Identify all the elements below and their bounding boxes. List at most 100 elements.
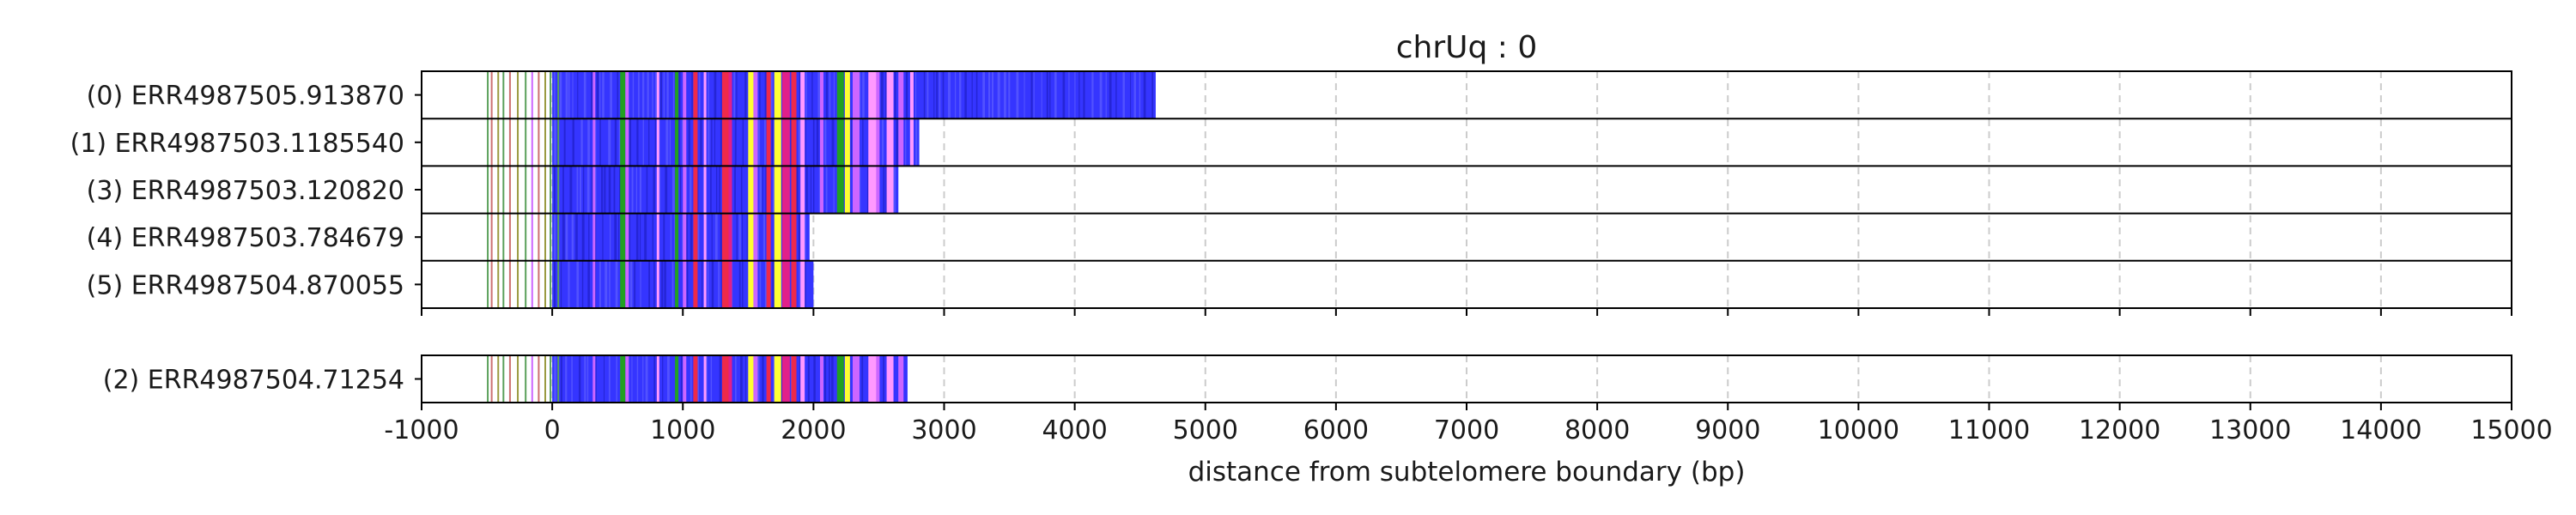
motif-variant bbox=[592, 260, 596, 308]
repeat-stripe bbox=[883, 166, 885, 214]
feature-line bbox=[490, 213, 493, 261]
repeat-stripe bbox=[811, 71, 813, 119]
motif-variant bbox=[844, 118, 850, 167]
repeat-stripe bbox=[691, 71, 693, 119]
x-tick-label: 1000 bbox=[650, 415, 715, 445]
motif-variant bbox=[853, 355, 860, 403]
repeat-stripe bbox=[580, 166, 581, 214]
motif-variant bbox=[728, 166, 732, 214]
repeat-stripe bbox=[772, 260, 775, 308]
repeat-stripe bbox=[816, 118, 819, 167]
repeat-stripe bbox=[714, 213, 718, 261]
feature-line bbox=[550, 260, 552, 308]
repeat-stripe bbox=[831, 118, 835, 167]
motif-variant bbox=[844, 166, 850, 214]
feature-line bbox=[502, 355, 505, 403]
feature-line bbox=[490, 71, 493, 119]
motif-variant bbox=[774, 71, 781, 119]
repeat-stripe bbox=[686, 260, 689, 308]
repeat-stripe bbox=[586, 355, 589, 403]
repeat-block bbox=[552, 213, 810, 261]
repeat-stripe bbox=[669, 118, 671, 167]
repeat-stripe bbox=[631, 166, 634, 214]
repeat-stripe bbox=[1030, 71, 1033, 119]
motif-variant bbox=[683, 355, 687, 403]
motif-variant bbox=[766, 166, 771, 214]
repeat-stripe bbox=[799, 260, 800, 308]
repeat-stripe bbox=[1083, 71, 1085, 119]
repeat-stripe bbox=[738, 213, 741, 261]
motif-variant bbox=[781, 260, 790, 308]
repeat-stripe bbox=[1033, 71, 1035, 119]
repeat-stripe bbox=[825, 71, 829, 119]
repeat-stripe bbox=[610, 213, 611, 261]
motif-variant bbox=[693, 260, 698, 308]
repeat-stripe bbox=[904, 118, 907, 167]
repeat-stripe bbox=[635, 166, 638, 214]
repeat-stripe bbox=[598, 260, 601, 308]
repeat-stripe bbox=[654, 118, 656, 167]
repeat-stripe bbox=[1105, 71, 1107, 119]
motif-variant bbox=[675, 166, 679, 214]
motif-variant bbox=[592, 213, 596, 261]
repeat-stripe bbox=[639, 166, 642, 214]
repeat-stripe bbox=[637, 71, 640, 119]
repeat-stripe bbox=[663, 213, 665, 261]
repeat-stripe bbox=[568, 260, 570, 308]
repeat-stripe bbox=[554, 71, 556, 119]
repeat-stripe bbox=[711, 118, 713, 167]
repeat-stripe bbox=[587, 260, 590, 308]
motif-variant bbox=[625, 260, 629, 308]
motif-variant bbox=[625, 118, 629, 167]
motif-variant bbox=[748, 213, 757, 261]
repeat-stripe bbox=[833, 166, 835, 214]
motif-variant bbox=[675, 355, 679, 403]
repeat-stripe bbox=[660, 71, 663, 119]
motif-variant bbox=[557, 118, 560, 167]
motif-variant bbox=[868, 71, 878, 119]
feature-line bbox=[525, 71, 527, 119]
motif-variant bbox=[800, 213, 805, 261]
repeat-stripe bbox=[667, 355, 670, 403]
motif-variant bbox=[876, 118, 880, 167]
repeat-stripe bbox=[764, 260, 768, 308]
repeat-stripe bbox=[829, 355, 830, 403]
repeat-stripe bbox=[652, 71, 653, 119]
feature-line bbox=[525, 260, 527, 308]
motif-variant bbox=[748, 118, 757, 167]
repeat-stripe bbox=[914, 71, 917, 119]
x-tick-label: 8000 bbox=[1564, 415, 1630, 445]
feature-line bbox=[490, 166, 493, 214]
feature-line bbox=[502, 118, 505, 167]
repeat-stripe bbox=[671, 260, 674, 308]
motif-variant bbox=[753, 355, 758, 403]
repeat-stripe bbox=[885, 166, 888, 214]
motif-variant bbox=[656, 355, 659, 403]
repeat-stripe bbox=[1068, 71, 1070, 119]
repeat-stripe bbox=[677, 118, 680, 167]
repeat-stripe bbox=[644, 213, 647, 261]
repeat-stripe bbox=[759, 71, 761, 119]
repeat-stripe bbox=[765, 166, 768, 214]
repeat-stripe bbox=[560, 355, 562, 403]
motif-variant bbox=[625, 355, 629, 403]
repeat-stripe bbox=[756, 355, 760, 403]
repeat-stripe bbox=[1139, 71, 1141, 119]
repeat-stripe bbox=[933, 71, 935, 119]
motif-variant bbox=[728, 213, 732, 261]
feature-line bbox=[531, 71, 533, 119]
repeat-stripe bbox=[734, 118, 737, 167]
repeat-stripe bbox=[1078, 71, 1080, 119]
repeat-stripe bbox=[975, 71, 978, 119]
motif-variant bbox=[656, 166, 659, 214]
repeat-stripe bbox=[818, 166, 821, 214]
motif-variant bbox=[728, 260, 732, 308]
repeat-stripe bbox=[581, 260, 584, 308]
motif-variant bbox=[656, 71, 659, 119]
motif-variant bbox=[620, 71, 626, 119]
x-tick-label: 2000 bbox=[781, 415, 846, 445]
motif-variant bbox=[774, 166, 781, 214]
motif-variant bbox=[781, 166, 790, 214]
repeat-stripe bbox=[759, 166, 762, 214]
